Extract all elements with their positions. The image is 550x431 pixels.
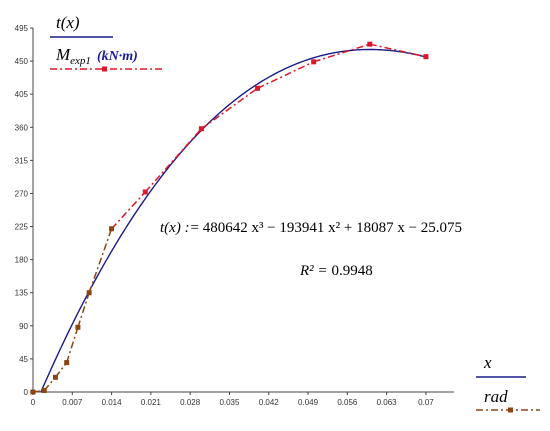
fitted-curve-line: [40, 48, 427, 393]
y-tick-label: 405: [15, 90, 29, 99]
legend-y-label: t(x): [56, 13, 80, 32]
experimental-point: [109, 226, 115, 232]
legend-exp-marker: [102, 66, 107, 72]
y-tick-label: 180: [15, 256, 29, 265]
x-tick-label: 0.021: [141, 398, 162, 407]
experimental-segment: [369, 43, 427, 58]
x-tick-label: 0.07: [418, 398, 434, 407]
experimental-segment: [257, 61, 314, 89]
y-tick-label: 135: [15, 289, 29, 298]
experimental-point: [255, 85, 261, 91]
experimental-point: [86, 290, 92, 296]
experimental-point: [198, 126, 204, 132]
x-tick-label: 0.063: [377, 398, 398, 407]
experimental-segment: [88, 228, 113, 293]
y-tick-label: 450: [15, 57, 29, 66]
x-tick-label: 0.007: [62, 398, 83, 407]
experimental-point: [423, 54, 429, 60]
experimental-point: [52, 374, 58, 380]
experimental-series-points: [30, 41, 429, 395]
y-tick-label: 270: [15, 189, 29, 198]
fit-equation: t(x) := 480642 x³ − 193941 x² + 18087 x −…: [160, 220, 462, 236]
experimental-segment: [111, 191, 146, 230]
y-tick-label: 45: [19, 355, 28, 364]
y-tick-label: 90: [19, 322, 28, 331]
legend-x-exp-marker: [508, 407, 513, 413]
y-tick-label: 315: [15, 156, 29, 165]
r-squared: R² = 0.9948: [299, 263, 373, 279]
x-tick-label: 0: [31, 398, 36, 407]
legend-x-label: x: [483, 353, 492, 372]
experimental-segment: [77, 292, 90, 328]
y-tick-label: 0: [24, 388, 29, 397]
experimental-point: [311, 59, 317, 65]
experimental-segment: [313, 43, 371, 63]
experimental-point: [64, 360, 70, 366]
experimental-segment: [200, 87, 258, 130]
x-tick-label: 0.056: [337, 398, 358, 407]
experimental-point: [30, 389, 36, 395]
legend-x-unit: rad: [484, 387, 508, 406]
experimental-point: [75, 324, 81, 330]
x-tick-label: 0.035: [219, 398, 240, 407]
experimental-point: [367, 41, 373, 47]
x-tick-label: 0.028: [180, 398, 201, 407]
x-tick-group: 0 0.007 0.014 0.021 0.028 0.035 0.042 0.049 0.05…: [31, 392, 434, 407]
experimental-point: [142, 189, 148, 195]
y-tick-label: 225: [15, 223, 29, 232]
x-tick-label: 0.049: [298, 398, 319, 407]
legend-series-label: Mexp1 (kN·m): [55, 45, 138, 67]
x-tick-label: 0.014: [102, 398, 123, 407]
y-tick-label: 495: [15, 24, 29, 33]
y-tick-group: 0 45 90 135 180 225 270 315 360 405 450 495: [15, 24, 33, 397]
y-tick-label: 360: [15, 123, 29, 132]
experimental-segment: [65, 327, 79, 363]
x-tick-label: 0.042: [259, 398, 280, 407]
experimental-segment: [144, 128, 202, 193]
experimental-point: [41, 388, 47, 394]
experimental-series-lines: [32, 43, 427, 393]
